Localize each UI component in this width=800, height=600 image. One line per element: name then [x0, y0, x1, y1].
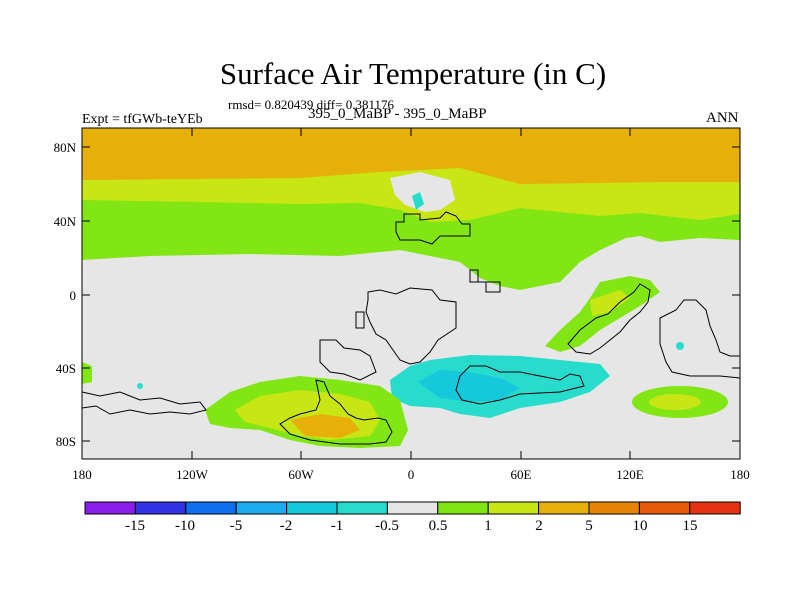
colorbar-label: 10	[632, 518, 648, 534]
lon-label-0: 0	[407, 467, 415, 482]
map-field	[82, 128, 740, 459]
colorbar-box	[487, 501, 540, 515]
colorbar-box	[84, 501, 136, 515]
colorbar-box	[588, 501, 640, 515]
colorbar-box	[638, 501, 691, 515]
yellow-patch-east	[590, 290, 630, 316]
southern-blue-core	[418, 370, 520, 402]
colorbar-box	[538, 501, 590, 515]
colorbar-label: -15	[125, 518, 145, 534]
lon-tick-marks	[81, 128, 741, 459]
colorbar-box	[386, 501, 439, 515]
stats-line: rmsd= 0.820439 diff= 0.381176	[228, 97, 394, 112]
lat-label-40s: 40S	[55, 361, 76, 376]
lon-label-180e: 180	[730, 467, 750, 482]
coastlines	[82, 211, 740, 445]
colorbar-label: -0.5	[375, 518, 399, 534]
colorbar-box	[235, 501, 288, 515]
lon-label-120w: 120W	[176, 467, 208, 482]
southwest-orange-patch	[290, 414, 360, 438]
colorbar-label: -10	[175, 518, 195, 534]
lat-label-0: 0	[69, 288, 77, 303]
lon-label-60w: 60W	[288, 467, 314, 482]
colorbar-label: 1	[484, 518, 492, 534]
colorbar-label: -1	[330, 518, 344, 534]
colorbar-box	[336, 501, 388, 515]
eastern-yellow-core	[649, 394, 701, 410]
colorbar	[84, 501, 741, 515]
colorbar-box	[689, 501, 741, 515]
plot-title: Surface Air Temperature (in C)	[219, 56, 607, 91]
lat-label-80s: 80S	[55, 434, 76, 449]
colorbar-box	[185, 501, 237, 515]
colorbar-label: 15	[682, 518, 698, 534]
colorbar-label: 5	[585, 518, 593, 534]
colorbar-box	[286, 501, 338, 515]
lat-label-80n: 80N	[53, 140, 76, 155]
lon-label-60e: 60E	[510, 467, 532, 482]
lat-tick-marks	[82, 146, 740, 442]
colorbar-label: 0.5	[428, 518, 448, 534]
colorbar-box	[437, 501, 489, 515]
lon-label-180w: 180	[72, 467, 92, 482]
colorbar-label: -5	[229, 518, 243, 534]
green-tongue	[545, 276, 660, 352]
cyan-dot	[137, 383, 143, 389]
experiment-label: Expt = tfGWb-teYEb	[82, 112, 203, 127]
cyan-dot	[676, 342, 684, 350]
case-label: 395_0_MaBP - 395_0_MaBP	[308, 106, 487, 122]
lon-label-120e: 120E	[616, 467, 644, 482]
season-label: ANN	[706, 110, 739, 126]
colorbar-box	[134, 501, 187, 515]
colorbar-label: -2	[279, 518, 293, 534]
colorbar-label: 2	[535, 518, 543, 534]
atlantic-cyan-spot	[412, 192, 424, 210]
atlantic-gray-patch	[390, 172, 455, 212]
lat-label-40n: 40N	[53, 214, 76, 229]
midlat-green-band	[82, 200, 740, 290]
